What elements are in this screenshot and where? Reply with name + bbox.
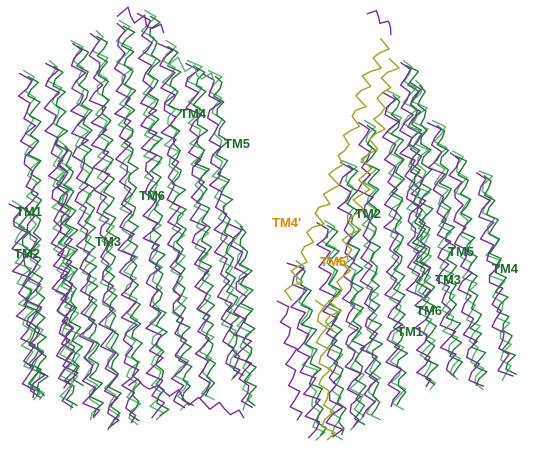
- right-label-tm3: TM3: [435, 272, 461, 287]
- left-helix-green-dark: [192, 65, 217, 397]
- left-helix-purple: [8, 203, 36, 399]
- right-label-tm5-prime: TM5': [320, 254, 349, 269]
- left-label-tm1: TM1: [16, 204, 42, 219]
- right-helix-olive-lower: [314, 299, 336, 441]
- left-helix-green-dark: [166, 45, 195, 407]
- right-helix-green-dark: [364, 124, 384, 416]
- left-helix-purple: [17, 72, 46, 399]
- left-helix-green-dark: [18, 205, 42, 397]
- right-helix-purple: [286, 262, 321, 439]
- right-helix-purple: [426, 121, 457, 378]
- right-helix-purple: [476, 172, 514, 377]
- right-helix-green-dark: [483, 174, 518, 376]
- left-helix-green-dark: [52, 65, 79, 407]
- left-label-tm5: TM5: [224, 136, 250, 151]
- left-helix-green-light: [57, 139, 81, 391]
- right-loop-left: [276, 300, 303, 421]
- left-helix-green-dark: [27, 75, 49, 397]
- left-loop-green: [166, 56, 215, 83]
- left-helix-purple: [157, 42, 189, 409]
- left-helix-green-light: [11, 200, 42, 401]
- right-label-tm1: TM1: [397, 324, 423, 339]
- right-helix-green-dark: [405, 64, 428, 296]
- left-helix-green-dark: [238, 225, 258, 407]
- left-helix-purple: [136, 12, 166, 419]
- right-helix-purple: [381, 91, 404, 408]
- left-helix-green-light: [115, 19, 142, 426]
- left-helix-purple: [113, 22, 140, 424]
- right-helix-green-dark: [390, 94, 409, 406]
- left-helix-purple: [43, 62, 74, 409]
- left-label-tm6: TM6: [139, 188, 165, 203]
- right-label-tm2: TM2: [355, 206, 381, 221]
- left-helix-green-dark: [120, 25, 143, 422]
- left-helix-purple: [70, 42, 101, 419]
- right-helix-purple: [357, 121, 379, 418]
- left-helix-purple: [184, 62, 211, 399]
- right-helix-purple: [399, 61, 423, 298]
- left-structure-traces: [8, 6, 258, 431]
- left-helix-green-dark: [212, 75, 245, 377]
- left-helix-purple: [227, 222, 254, 409]
- right-helix-green-light: [431, 119, 461, 381]
- right-helix-tm4-prime: [284, 37, 390, 302]
- left-helix-purple: [202, 72, 241, 379]
- left-helix-purple: [88, 32, 120, 429]
- left-helix-green-dark: [96, 35, 122, 427]
- right-label-tm4-prime: TM4': [272, 215, 301, 230]
- right-helix-green-dark: [346, 164, 367, 426]
- right-helix-tm5-prime: [324, 58, 400, 332]
- right-label-tm4: TM4: [492, 261, 519, 276]
- left-loop-bottom: [127, 378, 245, 419]
- right-label-tm5: TM5: [448, 244, 474, 259]
- right-helix-purple: [448, 151, 485, 388]
- right-helix-green-dark: [325, 224, 347, 436]
- right-helix-green-light: [402, 59, 427, 301]
- left-loop-top: [116, 6, 165, 34]
- right-helix-purple: [336, 161, 362, 428]
- left-helix-purple: [54, 142, 79, 389]
- left-helix-green-light: [70, 39, 101, 421]
- left-label-tm4: TM4: [180, 106, 207, 121]
- right-loop-top: [366, 9, 392, 36]
- left-helix-green-dark: [63, 145, 85, 387]
- right-structure-traces: [276, 9, 518, 442]
- right-helix-green-light: [360, 119, 382, 421]
- left-label-tm3: TM3: [95, 234, 121, 249]
- left-helix-green-dark: [147, 15, 170, 417]
- right-helix-purple: [316, 221, 344, 438]
- left-label-tm2: TM2: [14, 246, 40, 261]
- right-helix-green-dark: [417, 84, 439, 386]
- right-helix-green-dark: [298, 264, 328, 436]
- left-helix-green-light: [140, 9, 165, 421]
- right-label-tm6: TM6: [416, 303, 442, 318]
- left-helix-green-dark: [75, 45, 104, 417]
